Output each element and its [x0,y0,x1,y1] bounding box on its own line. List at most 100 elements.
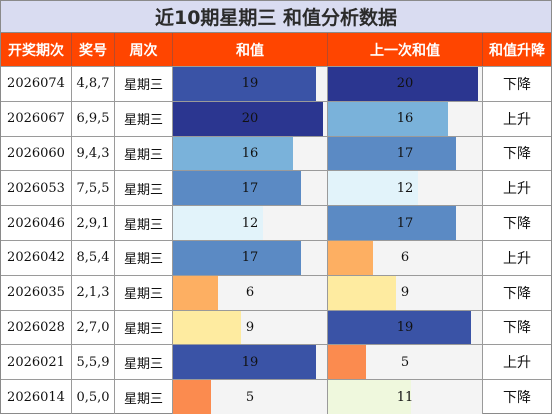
prev-sum-value: 19 [396,319,414,335]
sum-bar [173,241,301,275]
trend-cell: 上升 [503,355,531,372]
sum-bar [173,275,219,310]
table-row: 2026060 9,4,3 星期三 16 17 下降 [1,135,551,171]
sum-value: 6 [245,285,255,301]
sum-value: 9 [245,319,255,335]
number-cell: 2,1,3 [72,275,115,310]
sum-bar [173,206,264,240]
number-cell: 7,5,5 [72,171,115,206]
sum-cell: 5 [173,380,328,414]
number-cell: 6,9,5 [72,101,115,136]
period-cell: 2026067 [1,101,72,136]
sum-bar [173,136,294,171]
weekday-cell: 星期三 [115,241,173,275]
prev-sum-cell: 20 [328,67,483,101]
prev-sum-bar [328,345,366,380]
prev-sum-value: 20 [396,76,414,92]
period-cell: 2026042 [1,241,72,275]
sum-cell: 20 [173,101,328,136]
number-cell: 9,4,3 [72,136,115,171]
prev-sum-bar [328,171,419,206]
table-body: 2026074 4,8,7 星期三 19 20 下降 2026067 6,9,5 星期三 20 16… [1,66,551,414]
sum-bar [173,310,241,345]
sum-value: 17 [241,180,259,196]
trend-cell: 下降 [503,216,531,233]
prev-sum-cell: 17 [328,206,483,240]
table-row: 2026021 5,5,9 星期三 19 5 上升 [1,344,551,380]
table-row: 2026067 6,9,5 星期三 20 16 上升 [1,100,551,136]
number-cell: 5,5,9 [72,345,115,380]
sum-value: 5 [245,389,255,405]
weekday-cell: 星期三 [115,206,173,240]
prev-sum-bar [328,275,396,310]
prev-sum-cell: 9 [328,275,483,310]
period-cell: 2026021 [1,345,72,380]
header-weekday: 周次 [115,33,173,66]
period-cell: 2026060 [1,136,72,171]
trend-cell: 下降 [503,285,531,302]
weekday-cell: 星期三 [115,275,173,310]
sum-cell: 9 [173,310,328,345]
sum-value: 12 [241,215,259,231]
prev-sum-value: 16 [396,111,414,127]
weekday-cell: 星期三 [115,310,173,345]
header-period: 开奖期次 [1,33,72,66]
header-number: 奖号 [72,33,115,66]
trend-cell: 下降 [503,390,531,407]
prev-sum-bar [328,101,449,136]
prev-sum-value: 12 [396,180,414,196]
header-prev-sum: 上一次和值 [328,33,483,66]
prev-sum-value: 17 [396,215,414,231]
sum-cell: 19 [173,67,328,101]
number-cell: 8,5,4 [72,241,115,275]
weekday-cell: 星期三 [115,101,173,136]
weekday-cell: 星期三 [115,136,173,171]
sum-cell: 6 [173,275,328,310]
prev-sum-bar [328,310,471,345]
prev-sum-value: 11 [396,389,414,405]
header-trend: 和值升降 [489,42,545,59]
period-cell: 2026035 [1,275,72,310]
sum-bar [173,345,316,380]
prev-sum-bar [328,67,479,101]
table-row: 2026053 7,5,5 星期三 17 12 上升 [1,170,551,206]
prev-sum-value: 5 [400,354,410,370]
prev-sum-value: 9 [400,285,410,301]
prev-sum-cell: 11 [328,380,483,414]
period-cell: 2026046 [1,206,72,240]
number-cell: 4,8,7 [72,67,115,101]
sum-value: 19 [241,76,259,92]
number-cell: 0,5,0 [72,380,115,414]
trend-cell: 上升 [503,250,531,267]
prev-sum-bar [328,380,411,414]
number-cell: 2,9,1 [72,206,115,240]
prev-sum-cell: 12 [328,171,483,206]
trend-cell: 下降 [503,146,531,163]
prev-sum-bar [328,136,456,171]
sum-bar [173,171,301,206]
sum-bar [173,101,324,136]
weekday-cell: 星期三 [115,380,173,414]
weekday-cell: 星期三 [115,345,173,380]
sum-value: 20 [241,111,259,127]
period-cell: 2026053 [1,171,72,206]
sum-value: 19 [241,354,259,370]
weekday-cell: 星期三 [115,171,173,206]
sum-cell: 19 [173,345,328,380]
sum-value: 16 [241,145,259,161]
prev-sum-value: 6 [400,250,410,266]
table-row: 2026046 2,9,1 星期三 12 17 下降 [1,205,551,240]
trend-cell: 下降 [503,320,531,337]
prev-sum-cell: 19 [328,310,483,345]
sum-bar [173,380,211,414]
table-row: 2026035 2,1,3 星期三 6 9 下降 [1,274,551,310]
prev-sum-value: 17 [396,145,414,161]
period-cell: 2026014 [1,380,72,414]
prev-sum-cell: 16 [328,101,483,136]
table-row: 2026042 8,5,4 星期三 17 6 上升 [1,240,551,275]
sum-cell: 17 [173,171,328,206]
number-cell: 2,7,0 [72,310,115,345]
sum-bar [173,67,316,101]
prev-sum-cell: 5 [328,345,483,380]
